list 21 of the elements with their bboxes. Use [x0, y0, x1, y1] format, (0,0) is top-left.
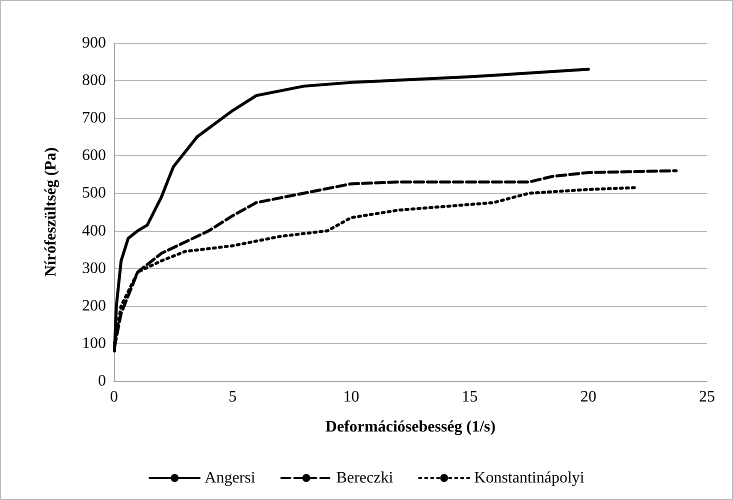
- y-tick-label: 200: [82, 297, 106, 314]
- x-tick-label: 0: [110, 388, 118, 406]
- y-axis-title: Nírófeszültség (Pa): [42, 147, 60, 277]
- y-tick-label: 700: [82, 110, 106, 127]
- y-tick-label: 900: [82, 34, 106, 52]
- y-tick-label: 300: [82, 260, 106, 277]
- x-tick-label: 15: [462, 388, 478, 406]
- y-tick-label: 600: [82, 147, 106, 164]
- y-tick-label: 800: [82, 72, 106, 90]
- x-tick-label: 5: [228, 388, 237, 406]
- y-tick-label: 500: [82, 184, 106, 202]
- y-tick-label: 100: [82, 334, 106, 352]
- x-axis-title: Deformációsebesség (1/s): [325, 418, 496, 436]
- x-tick-label: 10: [343, 388, 360, 406]
- x-tick-label: 20: [580, 388, 596, 406]
- x-tick-label: 25: [699, 388, 715, 406]
- y-tick-label: 400: [82, 222, 106, 240]
- legend-label: Angersi: [204, 470, 256, 486]
- y-tick-label: 0: [98, 372, 106, 390]
- legend-label: Bereczki: [336, 470, 394, 486]
- legend-label: Konstantinápolyi: [474, 470, 585, 486]
